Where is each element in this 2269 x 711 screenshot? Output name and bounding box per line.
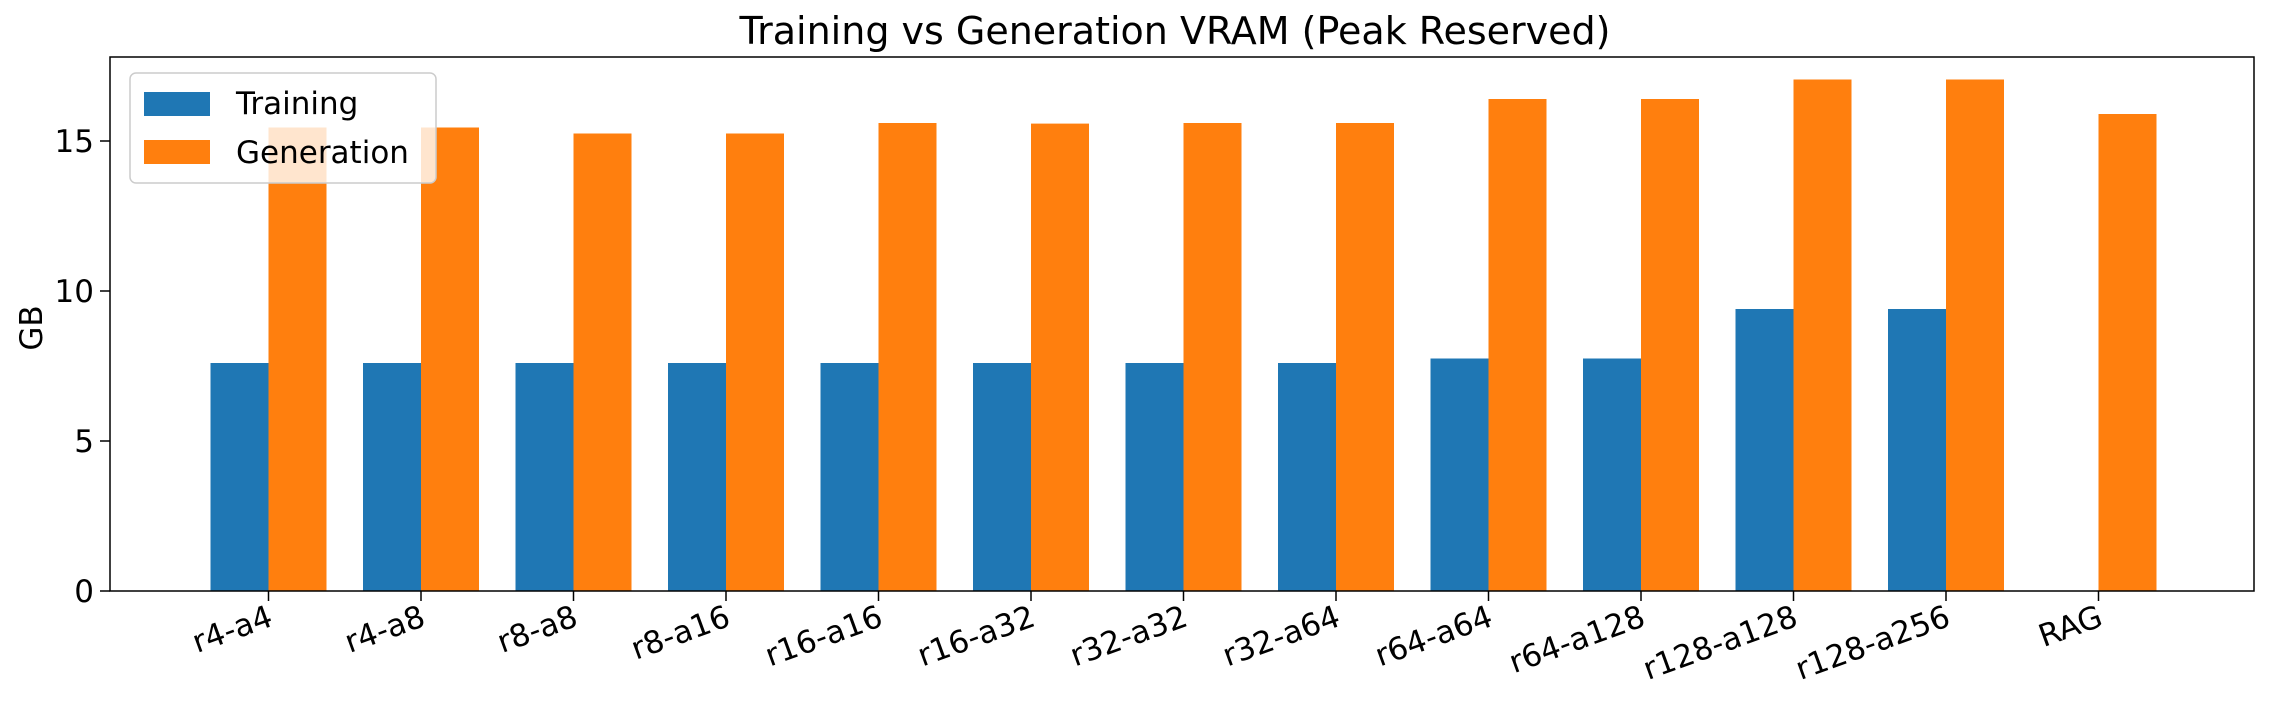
bar-training-r64-a128: [1583, 358, 1641, 591]
x-tick-label: r32-a64: [1218, 599, 1345, 674]
x-tick-label: r32-a32: [1065, 599, 1192, 674]
bar-generation-r32-a32: [1183, 123, 1242, 591]
bar-training-r128-a128: [1735, 309, 1794, 591]
x-tick-label: r64-a64: [1370, 599, 1497, 674]
legend-label-generation: Generation: [236, 135, 409, 171]
bar-training-r16-a16: [820, 363, 879, 591]
bar-generation-r16-a16: [878, 123, 937, 591]
bar-training-r32-a32: [1125, 363, 1184, 591]
bar-training-r16-a32: [973, 363, 1031, 591]
plot-area: 0 5 10 15 r4-a4 r4-a8 r8-a8 r8-a16 r16-a16 r16-a…: [55, 56, 2255, 688]
bar-training-r4-a8: [363, 363, 421, 591]
x-tick-label: r4-a4: [188, 599, 278, 661]
bar-generation-RAG: [2098, 114, 2157, 591]
bar-generation-r64-a128: [1641, 99, 1699, 591]
bar-generation-r32-a64: [1336, 123, 1394, 591]
bar-training-r128-a256: [1888, 309, 1946, 591]
y-tick-label: 10: [55, 274, 94, 310]
bar-generation-r4-a8: [421, 127, 479, 591]
bar-training-r8-a8: [515, 363, 574, 591]
x-tick-label: r128-a128: [1638, 599, 1802, 688]
chart-title: Training vs Generation VRAM (Peak Reserv…: [739, 9, 1611, 53]
bar-generation-r16-a32: [1031, 123, 1089, 591]
x-tick-label: r16-a32: [913, 599, 1040, 674]
y-tick-label: 5: [74, 424, 94, 460]
x-tick-label: r64-a128: [1504, 599, 1649, 681]
legend: Training Generation: [129, 72, 437, 184]
x-tick-label: r8-a8: [493, 599, 583, 661]
x-tick-label: r8-a16: [626, 599, 734, 668]
legend-label-training: Training: [235, 86, 358, 122]
bar-generation-r8-a16: [726, 133, 784, 591]
legend-swatch-training: [144, 92, 210, 116]
plot-frame: [109, 56, 2255, 592]
bar-generation-r8-a8: [573, 133, 632, 591]
bar-generation-r128-a128: [1793, 79, 1852, 591]
bar-generation-r4-a4: [268, 127, 327, 591]
bar-training-r4-a4: [210, 363, 269, 591]
x-tick-label: RAG: [2034, 599, 2107, 655]
bar-generation-r64-a64: [1488, 99, 1547, 591]
y-ticks: 0 5 10 15: [55, 124, 110, 610]
bars-group: [210, 79, 2157, 591]
y-tick-label: 0: [74, 574, 94, 610]
y-axis-label: GB: [14, 305, 50, 350]
x-tick-label: r4-a8: [340, 599, 430, 661]
bar-generation-r128-a256: [1946, 79, 2004, 591]
bar-training-r8-a16: [668, 363, 726, 591]
bar-training-r32-a64: [1278, 363, 1336, 591]
bar-training-r64-a64: [1430, 358, 1489, 591]
x-tick-label: r128-a256: [1791, 599, 1955, 688]
y-tick-label: 15: [55, 124, 94, 160]
x-ticks: r4-a4 r4-a8 r8-a8 r8-a16 r16-a16 r16-a32 r32-a…: [188, 591, 2107, 688]
x-tick-label: r16-a16: [760, 599, 887, 674]
legend-swatch-generation: [144, 140, 210, 164]
